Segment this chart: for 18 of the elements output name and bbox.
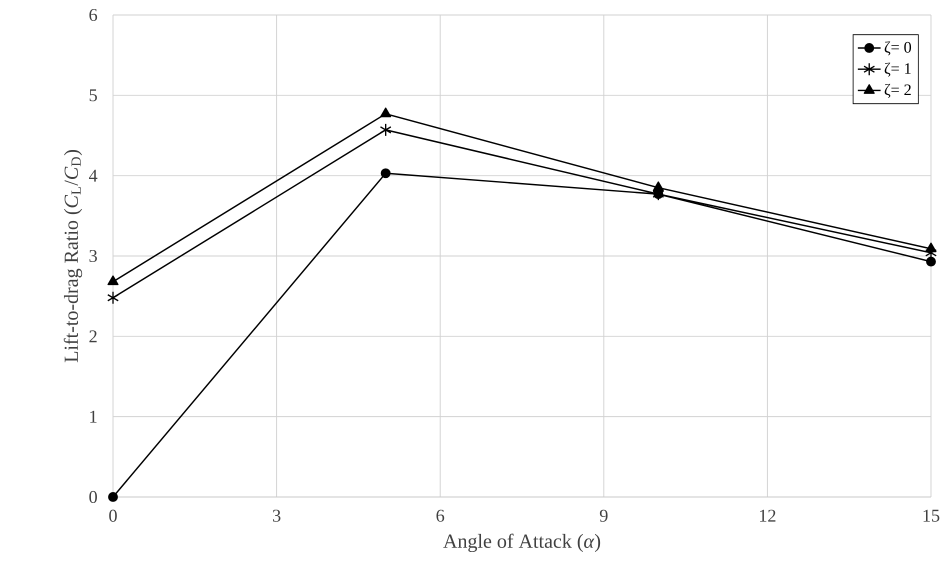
y-tick-label: 4: [88, 170, 98, 182]
x-tick-label: 15: [924, 510, 940, 522]
x-tick-label: 9: [600, 510, 608, 522]
x-tick-label: 3: [272, 510, 280, 522]
x-tick-label: 0: [109, 510, 117, 522]
legend-label: ζ= 0: [884, 41, 912, 56]
y-tick-label: 6: [89, 8, 98, 22]
x-tick-label: 12: [760, 510, 776, 522]
x-tick-label: 6: [436, 510, 444, 522]
y-tick-label: 1: [90, 410, 97, 423]
legend-label: ζ= 2: [884, 84, 911, 98]
y-tick-label: 2: [89, 330, 97, 342]
y-tick-label: 3: [89, 250, 97, 262]
y-tick-label: 0: [89, 490, 97, 504]
legend-label: ζ= 1: [884, 62, 911, 77]
y-axis-title: Lift-to-drag Ratio (C$_{L}$/C$_{D}$): [64, 150, 82, 362]
y-tick-label: 5: [90, 89, 97, 102]
x-axis-title: Angle of Attack (α): [443, 534, 600, 552]
